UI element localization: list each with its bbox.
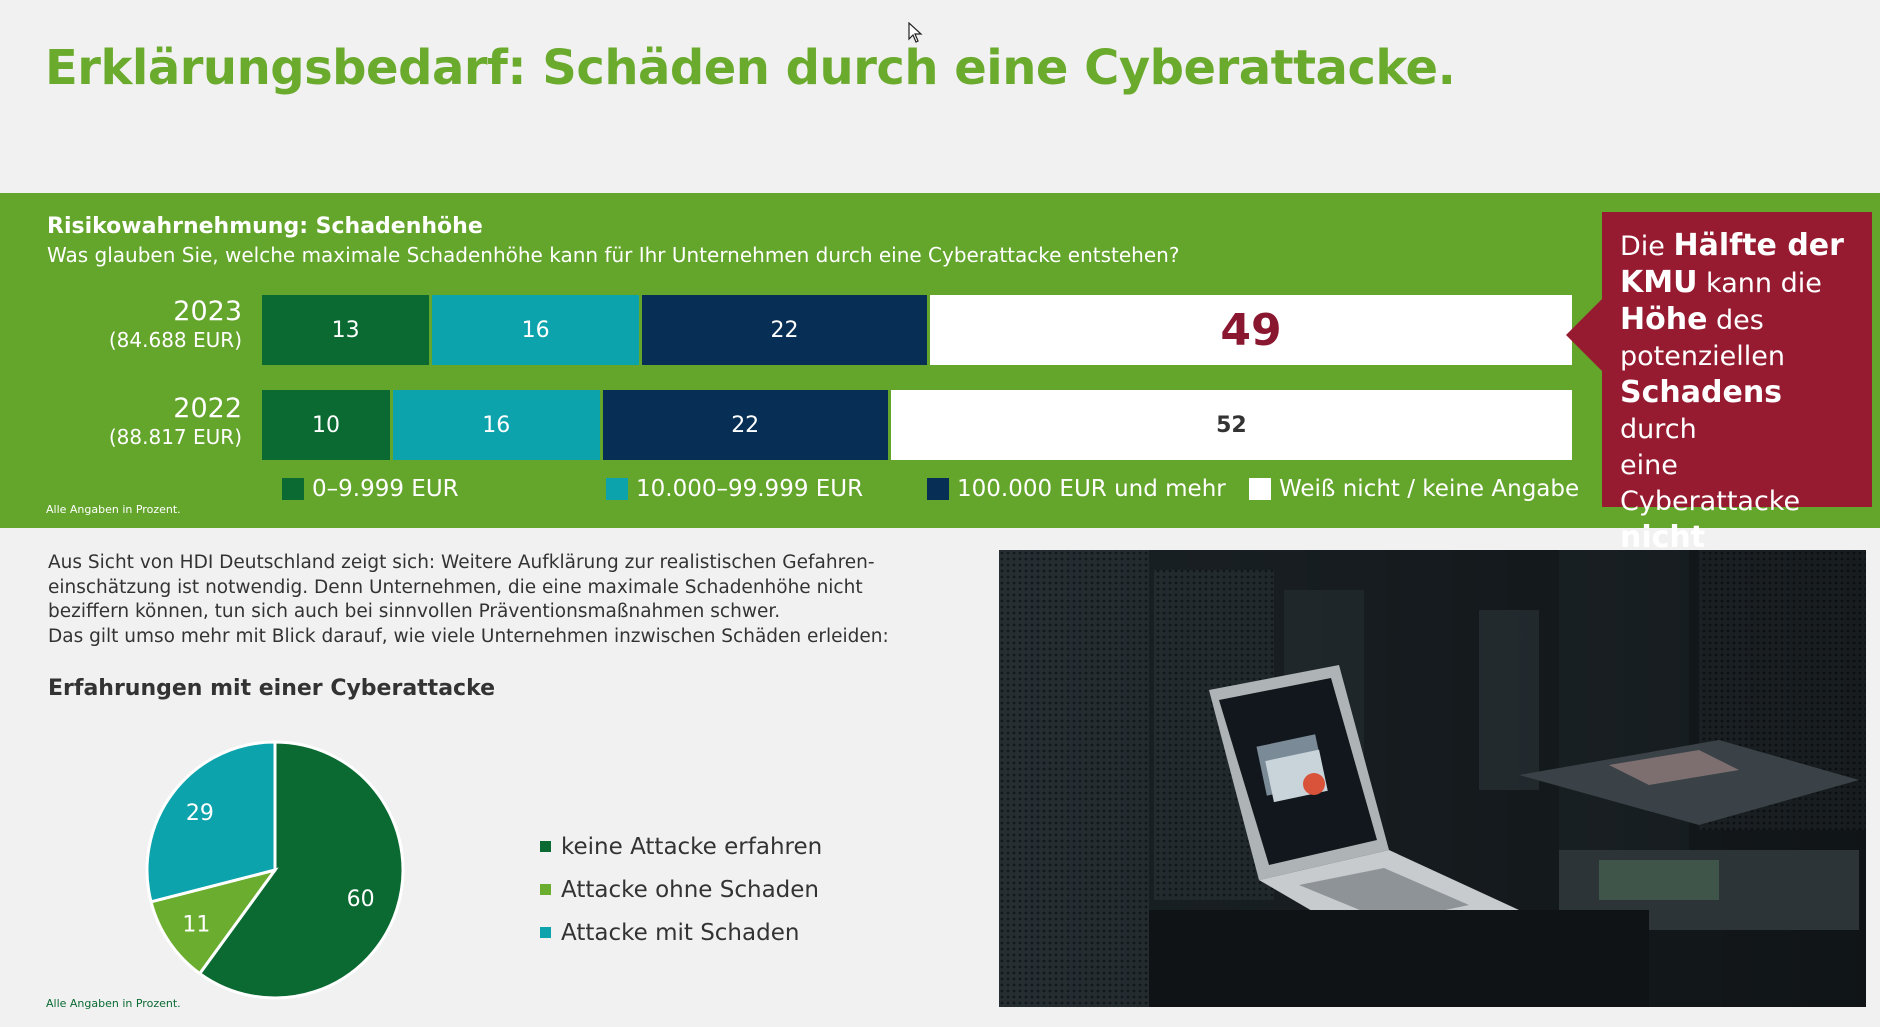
callout-text: Höhe — [1620, 302, 1708, 337]
data-label: 22 — [731, 412, 760, 438]
explanation-paragraph: Aus Sicht von HDI Deutschland zeigt sich… — [48, 551, 928, 649]
legend-label: Attacke mit Schaden — [561, 919, 800, 946]
pie-legend-item: Attacke ohne Schaden — [540, 868, 822, 911]
data-label: 13 — [331, 317, 360, 343]
paragraph-line: Aus Sicht von HDI Deutschland zeigt sich… — [48, 552, 875, 573]
pie-legend: keine Attacke erfahren Attacke ohne Schad… — [540, 825, 822, 954]
data-label: 22 — [770, 317, 799, 343]
legend-swatch — [540, 841, 551, 852]
legend-label: Attacke ohne Schaden — [561, 876, 819, 903]
legend-swatch — [927, 478, 949, 500]
legend-label: 0–9.999 EUR — [312, 476, 459, 502]
segment-unknown-2023: 49 — [930, 295, 1572, 365]
callout-text: Die — [1620, 231, 1674, 262]
data-label: 16 — [521, 317, 550, 343]
legend-swatch — [540, 927, 551, 938]
stacked-bar-2023: 13 16 22 49 — [262, 295, 1572, 365]
pie-value-label: 29 — [186, 801, 214, 826]
row-label-2022: 2022 (88.817 EUR) — [60, 393, 242, 450]
data-label: 10 — [312, 412, 340, 438]
legend-swatch — [282, 478, 304, 500]
row-average: (84.688 EUR) — [108, 328, 242, 353]
data-label: 52 — [1216, 412, 1247, 438]
paragraph-line: Das gilt umso mehr mit Blick darauf, wie… — [48, 625, 889, 647]
segment-small-2022: 10 — [262, 390, 393, 460]
callout-text: durch — [1620, 414, 1697, 445]
risk-chart-heading: Risikowahrnehmung: Schadenhöhe — [47, 214, 483, 239]
pie-value-label: 60 — [347, 887, 375, 912]
risk-chart-question: Was glauben Sie, welche maximale Schaden… — [47, 243, 1180, 267]
callout-text: Schadens — [1620, 375, 1783, 410]
callout-text: potenziellen — [1620, 341, 1785, 372]
legend-swatch — [540, 884, 551, 895]
legend-item-unknown: Weiß nicht / keine Angabe — [1249, 476, 1579, 502]
segment-small-2023: 13 — [262, 295, 433, 365]
pie-slice-attacke-ohne-schaden — [149, 867, 279, 976]
pie-legend-item: keine Attacke erfahren — [540, 825, 822, 868]
legend-label: Weiß nicht / keine Angabe — [1279, 476, 1580, 502]
page-title: Erklärungsbedarf: Schäden durch eine Cyb… — [45, 40, 1456, 96]
pie-slice-attacke-mit-schaden — [145, 740, 277, 904]
callout-pointer — [1566, 298, 1603, 372]
data-label: 49 — [1220, 304, 1282, 356]
callout-text: des — [1707, 305, 1764, 336]
experience-pie-chart: 60 11 29 — [145, 740, 405, 1000]
data-label: 16 — [482, 412, 511, 438]
row-year: 2023 — [173, 296, 242, 327]
callout-text: KMU — [1620, 265, 1698, 300]
pie-slice-keine-attacke-erfahren — [197, 740, 405, 1000]
legend-item-large-damage: 100.000 EUR und mehr — [927, 476, 1226, 502]
paragraph-line: beziffern können, tun sich auch bei sinn… — [48, 601, 781, 622]
row-average: (88.817 EUR) — [108, 425, 242, 450]
mouse-cursor-icon — [908, 22, 923, 43]
legend-item-small-damage: 0–9.999 EUR — [282, 476, 459, 502]
callout-box: Die Hälfte der KMU kann die Höhe des potenz… — [1602, 212, 1872, 592]
experience-heading: Erfahrungen mit einer Cyberattacke — [48, 676, 496, 701]
segment-large-2022: 22 — [602, 390, 891, 460]
segment-medium-2022: 16 — [393, 390, 603, 460]
segment-large-2023: 22 — [641, 295, 931, 365]
server-room-laptop-photo — [999, 550, 1866, 1007]
legend-swatch — [1249, 478, 1271, 500]
experience-note: Alle Angaben in Prozent. — [46, 997, 181, 1010]
pie-value-label: 11 — [182, 912, 210, 937]
legend-label: keine Attacke erfahren — [561, 833, 823, 860]
segment-unknown-2022: 52 — [890, 390, 1572, 460]
row-label-2023: 2023 (84.688 EUR) — [60, 296, 242, 353]
stacked-bar-2022: 10 16 22 52 — [262, 390, 1572, 460]
callout-text: eine Cyberattacke — [1620, 450, 1801, 517]
legend-label: 10.000–99.999 EUR — [636, 476, 864, 502]
legend-item-medium-damage: 10.000–99.999 EUR — [606, 476, 863, 502]
callout-text: kann die — [1697, 268, 1822, 299]
legend-swatch — [606, 478, 628, 500]
segment-medium-2023: 16 — [432, 295, 642, 365]
risk-chart-note: Alle Angaben in Prozent. — [46, 503, 181, 516]
paragraph-line: einschätzung ist notwendig. Denn Unterne… — [48, 576, 863, 598]
callout-text: Hälfte der — [1673, 228, 1844, 263]
pie-legend-item: Attacke mit Schaden — [540, 911, 822, 954]
row-year: 2022 — [173, 393, 242, 424]
legend-label: 100.000 EUR und mehr — [957, 476, 1226, 502]
